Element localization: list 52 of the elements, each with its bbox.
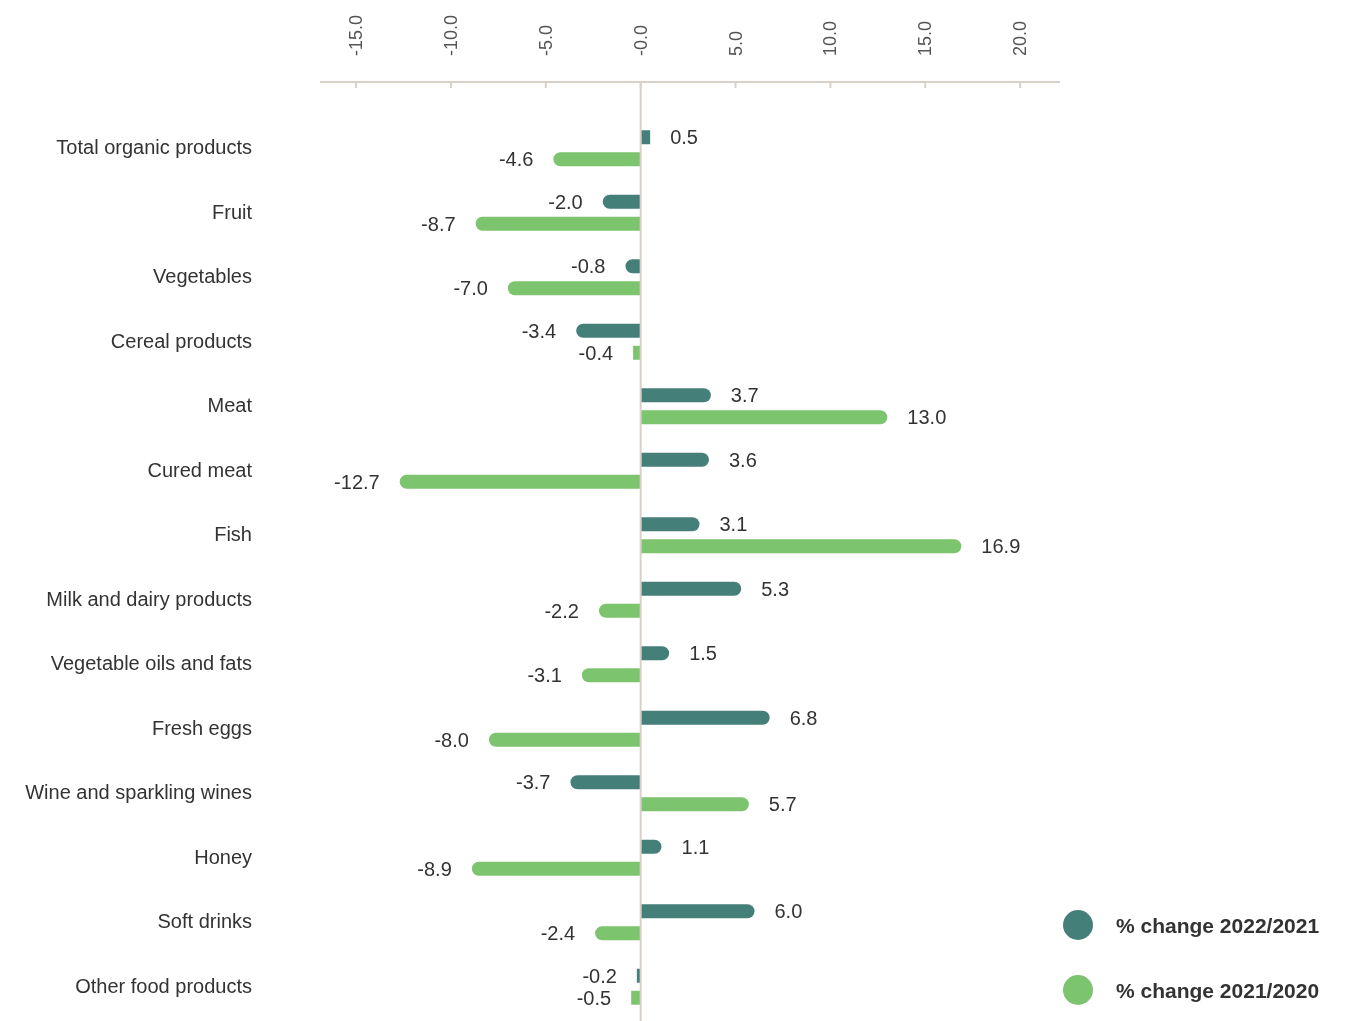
legend-label: % change 2022/2021 bbox=[1116, 914, 1320, 937]
data-label: 13.0 bbox=[907, 406, 947, 429]
y-tick-label: Fruit bbox=[212, 200, 253, 223]
data-label: -7.0 bbox=[453, 277, 488, 300]
data-label: -2.4 bbox=[540, 922, 576, 945]
x-tick-label: 20.0 bbox=[1010, 20, 1031, 56]
data-label: -3.7 bbox=[515, 771, 551, 794]
y-tick-label: Vegetable oils and fats bbox=[50, 652, 252, 675]
x-tick-label: 5.0 bbox=[725, 30, 746, 56]
data-label: -8.9 bbox=[417, 857, 452, 880]
data-label: 1.5 bbox=[689, 642, 717, 665]
x-tick-label: -10.0 bbox=[440, 14, 461, 56]
data-label: -2.2 bbox=[544, 599, 579, 622]
y-tick-label: Milk and dairy products bbox=[46, 587, 252, 610]
data-label: 3.6 bbox=[728, 448, 757, 471]
x-tick-label: 10.0 bbox=[820, 20, 841, 56]
data-label: 3.1 bbox=[719, 513, 748, 536]
data-label: -3.1 bbox=[527, 664, 562, 687]
y-tick-label: Honey bbox=[194, 845, 252, 868]
y-tick-label: Cured meat bbox=[147, 458, 253, 481]
data-label: 6.8 bbox=[789, 706, 818, 729]
data-label: 6.0 bbox=[774, 900, 803, 923]
data-label: 5.3 bbox=[761, 577, 790, 600]
data-label: 0.5 bbox=[670, 126, 698, 149]
y-tick-label: Cereal products bbox=[110, 329, 252, 352]
x-tick-label: -0.0 bbox=[630, 24, 651, 56]
y-tick-label: Total organic products bbox=[56, 136, 252, 159]
data-label: 3.7 bbox=[730, 384, 759, 407]
data-label: -0.4 bbox=[578, 341, 614, 364]
data-label: -12.7 bbox=[334, 470, 380, 493]
data-label: -0.5 bbox=[576, 986, 612, 1009]
x-tick-label: 15.0 bbox=[915, 20, 936, 56]
y-tick-label: Other food products bbox=[75, 974, 252, 997]
y-tick-label: Soft drinks bbox=[157, 910, 252, 933]
x-tick-label: -15.0 bbox=[346, 14, 367, 56]
data-label: -4.6 bbox=[498, 148, 534, 171]
y-tick-label: Wine and sparkling wines bbox=[25, 781, 252, 804]
y-tick-label: Meat bbox=[207, 394, 253, 417]
y-tick-label: Vegetables bbox=[153, 265, 252, 288]
y-tick-label: Fish bbox=[214, 523, 252, 546]
legend-label: % change 2021/2020 bbox=[1116, 979, 1320, 1002]
data-label: -8.0 bbox=[434, 728, 469, 751]
data-label: -2.0 bbox=[548, 190, 583, 213]
y-tick-label: Fresh eggs bbox=[151, 716, 252, 739]
data-label: -8.7 bbox=[421, 212, 456, 235]
data-label: 5.7 bbox=[768, 793, 797, 816]
x-tick-label: -5.0 bbox=[535, 24, 556, 56]
data-label: -3.4 bbox=[521, 319, 557, 342]
data-label: -0.2 bbox=[582, 964, 617, 987]
data-label: -0.8 bbox=[571, 255, 606, 278]
data-label: 16.9 bbox=[981, 535, 1021, 558]
data-label: 1.1 bbox=[681, 835, 710, 858]
